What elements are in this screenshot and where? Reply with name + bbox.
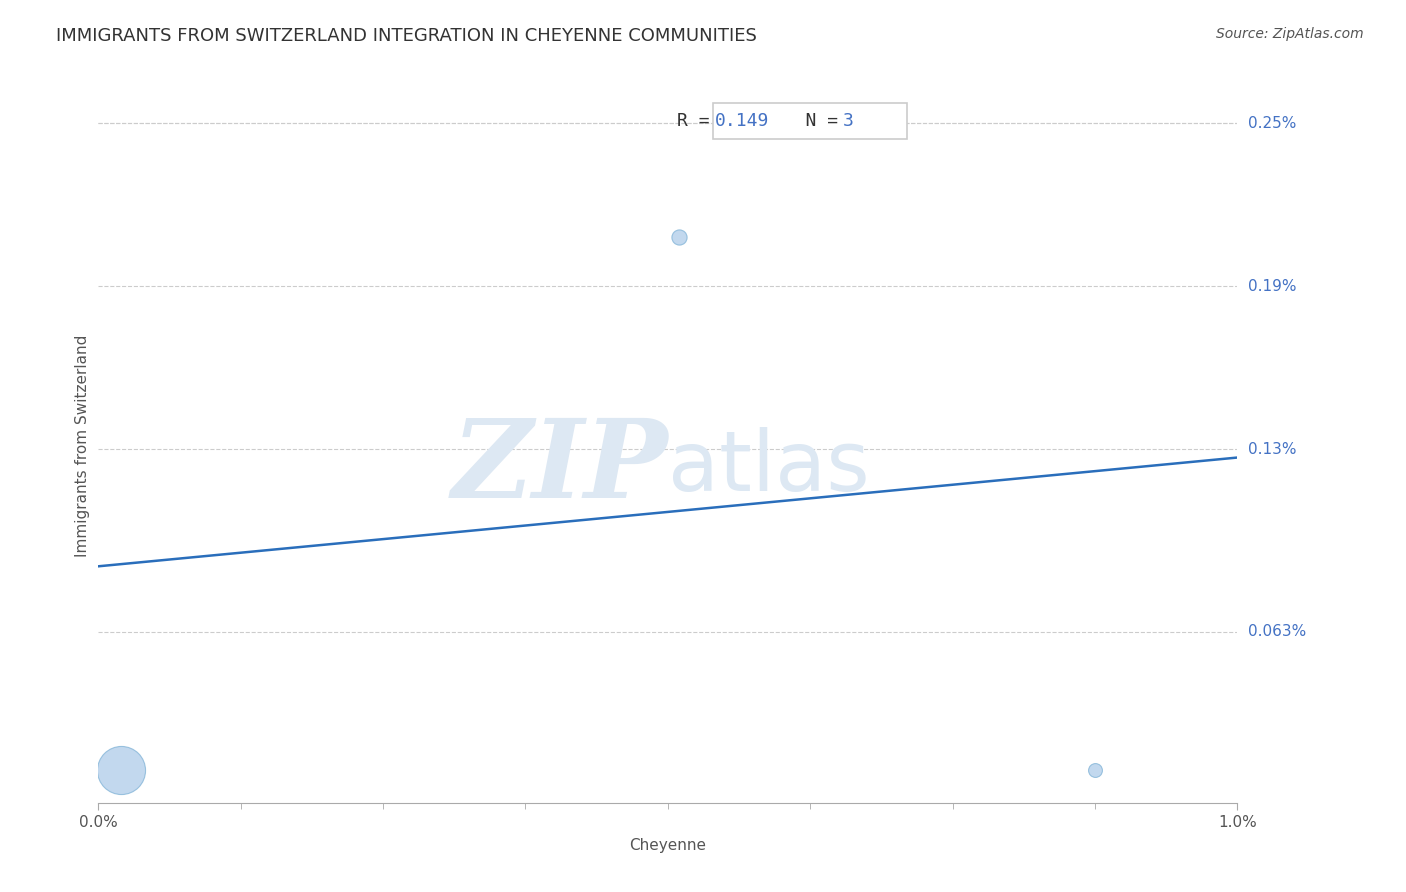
Text: ZIP: ZIP [451, 414, 668, 521]
Text: N =: N = [762, 112, 849, 130]
Text: Source: ZipAtlas.com: Source: ZipAtlas.com [1216, 27, 1364, 41]
Point [110, 763, 132, 777]
Text: R =  0.149    N =  3: R = 0.149 N = 3 [723, 112, 898, 130]
Text: 0.25%: 0.25% [1249, 116, 1296, 131]
X-axis label: Cheyenne: Cheyenne [630, 838, 706, 853]
Text: R =: R = [676, 112, 720, 130]
Point [1084, 763, 1107, 777]
Point [668, 230, 690, 244]
Text: 0.063%: 0.063% [1249, 624, 1306, 639]
Text: 3: 3 [844, 112, 853, 130]
Text: 0.13%: 0.13% [1249, 442, 1296, 457]
Y-axis label: Immigrants from Switzerland: Immigrants from Switzerland [75, 334, 90, 558]
Text: 0.149: 0.149 [716, 112, 769, 130]
Text: IMMIGRANTS FROM SWITZERLAND INTEGRATION IN CHEYENNE COMMUNITIES: IMMIGRANTS FROM SWITZERLAND INTEGRATION … [56, 27, 756, 45]
Text: 0.19%: 0.19% [1249, 279, 1296, 293]
Text: atlas: atlas [668, 427, 869, 508]
